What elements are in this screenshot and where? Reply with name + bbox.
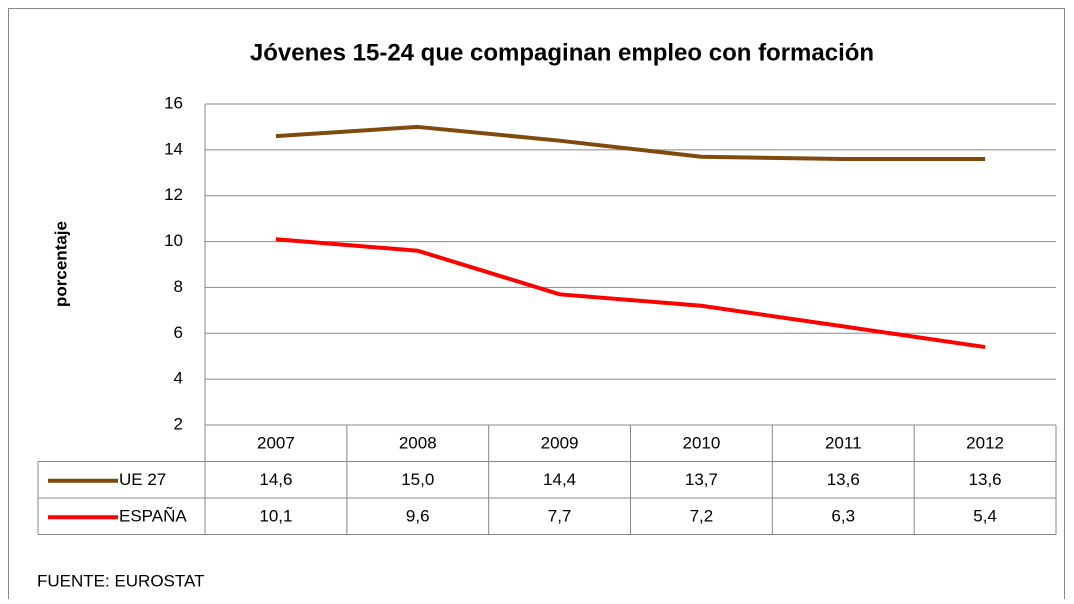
table-value: 14,4 xyxy=(543,470,576,489)
x-tick-label: 2012 xyxy=(966,434,1004,453)
table-value: 10,1 xyxy=(259,507,292,526)
source-note: FUENTE: EUROSTAT xyxy=(37,571,205,590)
table-value: 13,6 xyxy=(827,470,860,489)
table-value: 13,7 xyxy=(685,470,718,489)
table-value: 7,7 xyxy=(548,507,572,526)
table-value: 5,4 xyxy=(973,507,997,526)
x-tick-label: 2010 xyxy=(683,434,721,453)
y-axis-label: porcentaje xyxy=(51,221,70,307)
y-tick-label: 10 xyxy=(164,231,183,250)
series-line xyxy=(275,237,986,350)
table-value: 7,2 xyxy=(690,507,714,526)
table-value: 13,6 xyxy=(969,470,1002,489)
y-tick-label: 6 xyxy=(174,323,183,342)
table-value: 15,0 xyxy=(401,470,434,489)
series-line xyxy=(275,124,986,162)
table-value: 9,6 xyxy=(406,507,430,526)
table-value: 14,6 xyxy=(259,470,292,489)
y-tick-label: 14 xyxy=(164,139,183,158)
chart-border xyxy=(8,8,1065,599)
x-tick-label: 2009 xyxy=(541,434,579,453)
y-tick-label: 2 xyxy=(174,414,183,433)
table-value: 6,3 xyxy=(831,507,855,526)
legend-label: ESPAÑA xyxy=(119,507,187,526)
chart-title: Jóvenes 15-24 que compaginan empleo con … xyxy=(250,39,874,66)
y-tick-label: 8 xyxy=(174,277,183,296)
x-tick-label: 2011 xyxy=(825,434,862,453)
legend-label: UE 27 xyxy=(119,470,166,489)
y-tick-label: 4 xyxy=(174,369,183,388)
x-tick-label: 2008 xyxy=(399,434,437,453)
y-tick-label: 12 xyxy=(164,185,183,204)
x-tick-label: 2007 xyxy=(257,434,295,453)
y-tick-label: 16 xyxy=(164,93,183,112)
